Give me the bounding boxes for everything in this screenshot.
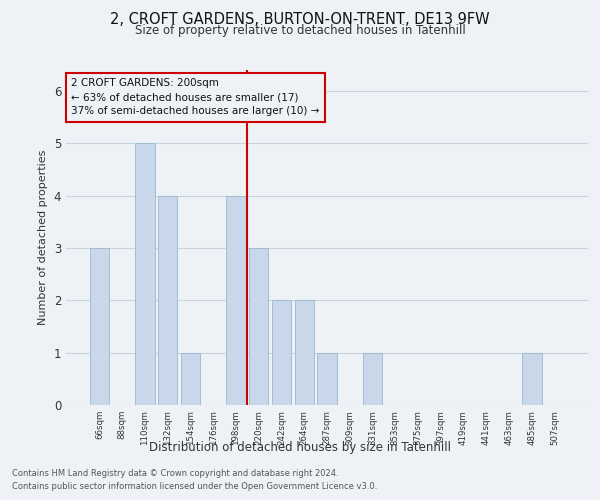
- Bar: [181, 352, 200, 405]
- Bar: [135, 144, 155, 405]
- Bar: [363, 352, 382, 405]
- Bar: [317, 352, 337, 405]
- Y-axis label: Number of detached properties: Number of detached properties: [38, 150, 48, 325]
- Bar: [272, 300, 291, 405]
- Text: Contains HM Land Registry data © Crown copyright and database right 2024.: Contains HM Land Registry data © Crown c…: [12, 468, 338, 477]
- Bar: [295, 300, 314, 405]
- Text: Distribution of detached houses by size in Tatenhill: Distribution of detached houses by size …: [149, 441, 451, 454]
- Bar: [158, 196, 178, 405]
- Text: 2 CROFT GARDENS: 200sqm
← 63% of detached houses are smaller (17)
37% of semi-de: 2 CROFT GARDENS: 200sqm ← 63% of detache…: [71, 78, 320, 116]
- Text: Size of property relative to detached houses in Tatenhill: Size of property relative to detached ho…: [134, 24, 466, 37]
- Bar: [522, 352, 542, 405]
- Text: 2, CROFT GARDENS, BURTON-ON-TRENT, DE13 9FW: 2, CROFT GARDENS, BURTON-ON-TRENT, DE13 …: [110, 12, 490, 28]
- Text: Contains public sector information licensed under the Open Government Licence v3: Contains public sector information licen…: [12, 482, 377, 491]
- Bar: [249, 248, 268, 405]
- Bar: [226, 196, 245, 405]
- Bar: [90, 248, 109, 405]
